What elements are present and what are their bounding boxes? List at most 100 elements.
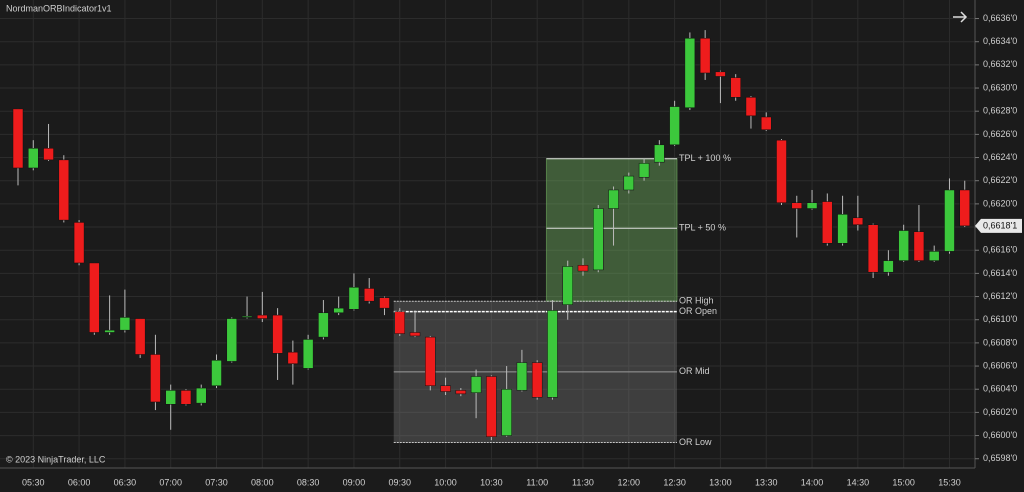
candle-body [959, 189, 970, 227]
chart-title: NordmanORBIndicator1v1 [6, 3, 112, 13]
candle-body [745, 97, 757, 117]
candle-body [409, 332, 421, 337]
candle-body [272, 314, 283, 354]
x-tick-label: 12:00 [618, 477, 641, 487]
y-tick-label: 0,6604'0 [983, 384, 1017, 394]
x-tick-label: 10:30 [480, 477, 503, 487]
candle-body [425, 336, 436, 387]
candle-body [134, 318, 146, 355]
candle-body [119, 317, 131, 331]
y-tick-label: 0,6626'0 [983, 129, 1017, 139]
candle-body [867, 224, 879, 273]
candle-body [241, 315, 253, 318]
x-tick-label: 14:30 [847, 477, 870, 487]
y-tick-label: 0,6600'0 [983, 430, 1017, 440]
level-label: OR Open [679, 306, 717, 316]
y-tick-label: 0,6624'0 [983, 152, 1017, 162]
candle-body [593, 208, 604, 271]
candle-body [211, 360, 222, 387]
candle-body [577, 265, 589, 272]
candle-body [928, 251, 940, 261]
x-tick-label: 07:00 [159, 477, 182, 487]
last-price-label: 0,6618'1 [983, 220, 1017, 230]
candle-body [623, 175, 635, 191]
x-tick-label: 09:30 [388, 477, 411, 487]
y-tick-label: 0,6632'0 [983, 59, 1017, 69]
candle-body [257, 314, 268, 319]
y-tick-label: 0,6620'0 [983, 198, 1017, 208]
x-tick-label: 05:30 [22, 477, 45, 487]
candle-body [318, 312, 329, 338]
x-tick-label: 13:30 [755, 477, 778, 487]
candle-body [363, 288, 375, 302]
candle-body [58, 159, 70, 221]
candle-body [287, 351, 299, 364]
candle-body [883, 260, 894, 273]
candle-body [12, 108, 24, 169]
y-tick-label: 0,6628'0 [983, 106, 1017, 116]
y-tick-label: 0,6606'0 [983, 360, 1017, 370]
candle-body [394, 311, 405, 334]
candle-body [348, 287, 360, 310]
candle-body [73, 222, 85, 264]
candle-body [913, 231, 925, 261]
y-tick-label: 0,6636'0 [983, 13, 1017, 23]
x-tick-label: 08:30 [297, 477, 320, 487]
candle-body [791, 202, 803, 209]
candle-body [89, 262, 100, 333]
x-tick-label: 15:00 [892, 477, 915, 487]
level-label: TPL + 50 % [679, 223, 726, 233]
candle-body [715, 71, 726, 77]
level-label: OR Mid [679, 366, 710, 376]
candle-body [944, 189, 955, 252]
candle-body [806, 202, 818, 209]
last-price-marker [975, 218, 1022, 233]
candle-body [302, 339, 314, 369]
candle-body [822, 201, 833, 244]
y-tick-label: 0,6616'0 [983, 245, 1017, 255]
x-tick-label: 14:00 [801, 477, 824, 487]
candle-body [852, 217, 864, 225]
candle-body [654, 144, 665, 163]
candle-body [226, 318, 238, 362]
candle-body [669, 106, 680, 146]
candle-body [608, 189, 619, 209]
candle-body [486, 376, 497, 437]
y-tick-label: 0,6622'0 [983, 175, 1017, 185]
candle-body [760, 116, 772, 130]
candle-body [165, 390, 176, 405]
candle-body [501, 388, 512, 436]
candle-body [516, 362, 528, 391]
y-tick-label: 0,6608'0 [983, 337, 1017, 347]
x-tick-label: 07:30 [205, 477, 228, 487]
candle-body [43, 148, 54, 161]
arrow-icon[interactable] [953, 11, 968, 23]
y-tick-label: 0,6630'0 [983, 82, 1017, 92]
x-tick-label: 09:00 [343, 477, 366, 487]
candle-body [638, 163, 650, 178]
x-tick-label: 06:00 [68, 477, 91, 487]
level-label: TPL + 100 % [679, 153, 731, 163]
candle-body [440, 385, 451, 392]
candle-body [547, 310, 558, 398]
x-tick-label: 13:00 [709, 477, 732, 487]
level-label: OR High [679, 296, 714, 306]
candle-body [898, 230, 909, 261]
x-tick-label: 11:00 [526, 477, 548, 487]
x-tick-label: 12:30 [663, 477, 686, 487]
candle-body [470, 376, 482, 393]
candle-body [195, 387, 207, 404]
candle-body [684, 37, 696, 108]
y-tick-label: 0,6610'0 [983, 314, 1017, 324]
x-tick-label: 08:00 [251, 477, 274, 487]
x-tick-label: 15:30 [938, 477, 961, 487]
y-tick-label: 0,6598'0 [983, 453, 1017, 463]
y-tick-label: 0,6614'0 [983, 268, 1017, 278]
candle-body [837, 214, 848, 244]
candle-body [776, 139, 787, 203]
x-tick-label: 06:30 [114, 477, 137, 487]
y-tick-label: 0,6634'0 [983, 36, 1017, 46]
y-tick-label: 0,6602'0 [983, 407, 1017, 417]
candle-body [730, 77, 741, 98]
